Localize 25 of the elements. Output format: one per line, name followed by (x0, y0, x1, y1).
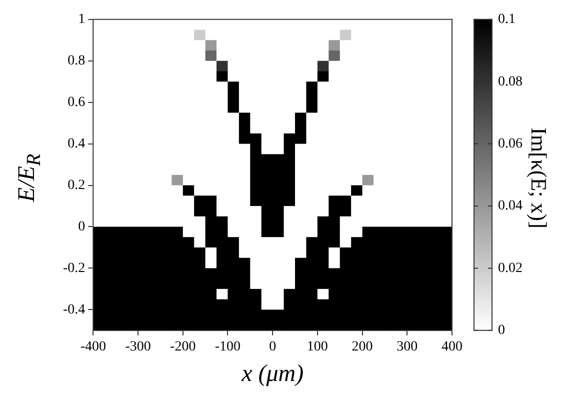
x-tick-label: -100 (214, 339, 241, 354)
color-bar-label: 0.08 (498, 74, 522, 90)
x-tick-label: 100 (306, 339, 328, 354)
x-tick-label: -300 (125, 339, 151, 354)
y-tick-label: -0.2 (62, 260, 86, 276)
x-tick-label: -400 (80, 339, 106, 354)
x-tick-label: 400 (442, 339, 462, 354)
y-tick-label: 0.2 (68, 178, 86, 193)
x-tick-label: 300 (396, 339, 418, 354)
x-tick-label: 0 (269, 339, 276, 354)
y-tick-label: 0 (78, 219, 86, 234)
y-tick-label: 0.8 (68, 54, 86, 69)
color-bar-label: 0.02 (498, 260, 522, 276)
x-axis-title: x (μm) (240, 360, 304, 387)
y-tick-label: -0.4 (62, 302, 86, 318)
y-tick-label: 0.6 (68, 95, 86, 110)
y-tick-label: 1 (78, 12, 86, 28)
color-bar-title: Im[κ(E; x)] (525, 128, 552, 228)
x-tick-label: 200 (352, 339, 373, 354)
y-tick-label: 0.4 (68, 136, 86, 152)
x-tick-label: -200 (170, 339, 196, 354)
color-bar-label: 0.06 (498, 136, 522, 152)
color-bar-label: 0.1 (498, 12, 516, 28)
color-bar-label: 0 (498, 323, 505, 338)
color-bar-label: 0.04 (498, 198, 522, 214)
